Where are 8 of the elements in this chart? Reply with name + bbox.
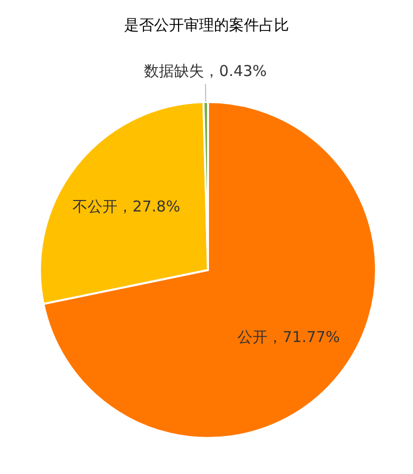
slice-label: 公开 [238,328,268,346]
chart-title: 是否公开审理的案件占比 [124,16,289,34]
data-label: ，27.8% [118,197,180,216]
data-label: ，71.77% [268,328,340,346]
slice-label: 数据缺失 [144,62,204,80]
data-label: ，0.43% [204,62,267,80]
slice-label: 不公开 [72,197,118,216]
pie-slice [42,101,377,439]
